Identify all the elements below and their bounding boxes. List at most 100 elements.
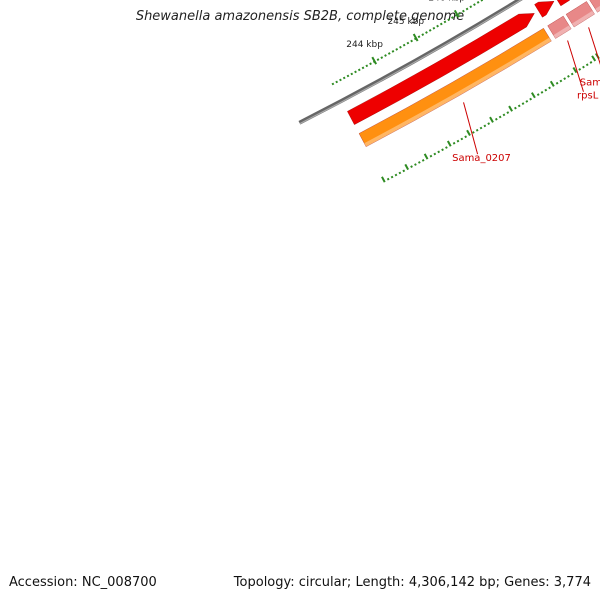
inner-tick [447, 18, 451, 22]
inner-tick [450, 16, 454, 19]
scale-label: 244 kbp [346, 40, 383, 50]
gene-band-highlight [364, 37, 552, 147]
gene-label: Sama_0207 [452, 153, 511, 164]
inner-tick [365, 64, 369, 68]
accession-value: NC_008700 [81, 575, 157, 590]
outer-tick [441, 148, 444, 152]
inner-tick [361, 66, 365, 70]
outer-tick [544, 88, 548, 92]
inner-tick [458, 11, 462, 15]
outer-tick [525, 100, 529, 103]
outer-tick [460, 137, 464, 141]
outer-tick [414, 163, 417, 166]
outer-tick [582, 65, 585, 69]
outer-tick [585, 63, 589, 67]
outer-tick [494, 117, 498, 121]
outer-tick [445, 146, 448, 149]
outer-tick [410, 165, 413, 169]
outer-tick [479, 126, 483, 130]
gene-label: Sama_0209 [580, 77, 600, 88]
outer-tick [498, 115, 502, 119]
inner-tick [335, 80, 339, 84]
outer-tick [381, 176, 386, 183]
outer-tick [402, 169, 406, 173]
inner-tick [387, 52, 391, 55]
outer-tick [591, 55, 597, 62]
gene-band-highlight [571, 10, 595, 28]
outer-tick [514, 106, 517, 110]
cds-arrow [556, 0, 570, 7]
outer-tick [429, 154, 433, 158]
outer-tick [563, 77, 567, 81]
inner-tick [436, 24, 439, 28]
outer-tick [502, 113, 506, 117]
topology-label: Topology: [233, 575, 295, 590]
inner-tick [406, 41, 410, 45]
inner-tick [480, 0, 484, 2]
genome-backbone-highlight [299, 0, 522, 125]
outer-tick [487, 122, 491, 126]
map-title: Shewanella amazonensis SB2B, complete ge… [135, 9, 465, 24]
gene-label-leader [567, 40, 584, 92]
outer-tick [508, 105, 513, 112]
inner-tick [417, 35, 421, 39]
inner-tick [331, 82, 335, 86]
gene-band-highlight [595, 5, 600, 13]
outer-tick [570, 72, 574, 76]
outer-tick [489, 116, 494, 123]
outer-tick [548, 86, 551, 90]
inner-tick [350, 72, 354, 76]
outer-tick [404, 163, 410, 171]
outer-tick [446, 140, 452, 147]
accession-label: Accession: [9, 575, 78, 590]
inner-tick [476, 1, 480, 4]
inner-tick [354, 70, 357, 74]
inner-tick [380, 56, 384, 59]
scale-major-tick [453, 9, 460, 18]
scale-label: 245 kbp [387, 17, 424, 27]
gene-label-leader [463, 102, 479, 155]
gene-band [565, 1, 595, 28]
outer-tick [517, 104, 521, 108]
inner-tick [439, 22, 443, 26]
inner-tick [346, 74, 350, 78]
inner-tick [369, 62, 372, 66]
inner-tick [376, 58, 380, 62]
inner-tick [469, 5, 473, 9]
outer-tick [417, 161, 421, 164]
gene-band-highlight [553, 25, 572, 39]
outer-tick [506, 111, 510, 114]
outer-tick [536, 93, 540, 97]
gene-band [358, 28, 552, 148]
outer-tick [466, 129, 471, 136]
outer-tick [421, 158, 425, 162]
inner-tick [410, 39, 413, 43]
outer-tick [437, 150, 441, 154]
inner-tick [402, 43, 406, 47]
inner-tick [454, 14, 458, 17]
outer-tick [567, 74, 570, 78]
length-value: 4,306,142 bp; [408, 575, 501, 590]
inner-tick [357, 68, 361, 72]
outer-tick [589, 61, 593, 64]
topology-value: circular; [298, 575, 352, 590]
inner-tick [443, 20, 447, 24]
inner-tick [391, 50, 395, 53]
genome-summary: Topology: circular; Length: 4,306,142 bp… [234, 575, 591, 590]
outer-tick [471, 131, 475, 134]
scale-major-tick [371, 56, 378, 65]
accession-info: Accession: NC_008700 [9, 575, 157, 590]
inner-tick [342, 76, 346, 80]
outer-tick [452, 141, 456, 145]
inner-tick [421, 33, 425, 37]
outer-tick [559, 79, 563, 83]
outer-tick [529, 97, 532, 101]
outer-tick [572, 66, 578, 74]
outer-tick [433, 152, 437, 156]
inner-tick [339, 78, 342, 82]
gene-band [589, 0, 600, 13]
cds-arrow [534, 1, 555, 18]
outer-tick [540, 91, 544, 94]
outer-tick [530, 92, 536, 99]
